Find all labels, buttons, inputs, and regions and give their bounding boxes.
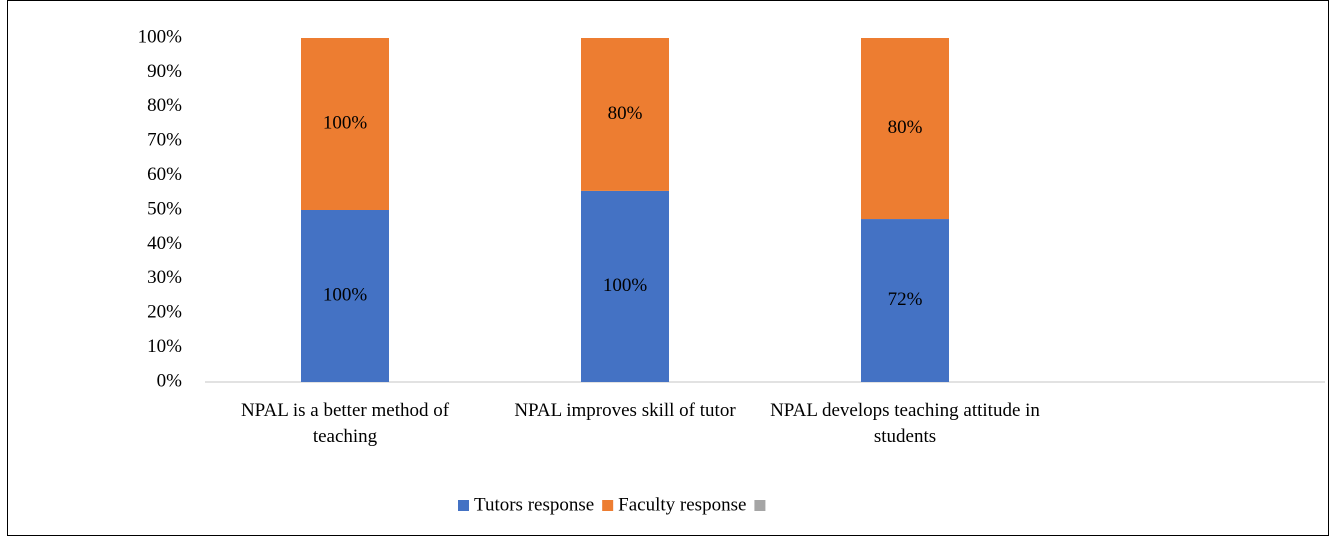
bar-segment bbox=[861, 38, 949, 220]
x-tick-label: NPAL develops teaching attitude in studen… bbox=[770, 400, 1040, 447]
y-tick-label: 20% bbox=[147, 302, 182, 323]
y-tick-label: 60% bbox=[147, 164, 182, 185]
legend-label: Faculty response bbox=[618, 494, 746, 515]
bar-segment bbox=[861, 219, 949, 382]
y-tick-label: 10% bbox=[147, 336, 182, 357]
y-tick-label: 90% bbox=[147, 61, 182, 82]
x-tick-label: NPAL is a better method of teaching bbox=[241, 400, 450, 447]
y-tick-label: 100% bbox=[138, 26, 183, 47]
legend-swatch bbox=[458, 500, 469, 511]
legend-swatch bbox=[754, 500, 766, 511]
y-tick-label: 0% bbox=[157, 370, 183, 391]
bar-segment bbox=[301, 210, 389, 382]
y-tick-label: 30% bbox=[147, 267, 182, 288]
data-label: 80% bbox=[888, 117, 923, 138]
data-label: 100% bbox=[323, 284, 368, 305]
bar-segment bbox=[581, 38, 669, 191]
bar-segment bbox=[581, 190, 669, 382]
y-tick-label: 80% bbox=[147, 95, 182, 116]
legend-label: Tutors response bbox=[474, 494, 594, 515]
data-label: 100% bbox=[323, 112, 368, 133]
legend-swatch bbox=[602, 500, 614, 511]
data-label: 100% bbox=[603, 275, 648, 296]
data-label: 80% bbox=[608, 103, 643, 124]
x-tick-label: NPAL improves skill of tutor bbox=[514, 400, 736, 421]
y-tick-label: 50% bbox=[147, 198, 182, 219]
y-tick-label: 40% bbox=[147, 233, 182, 254]
bar-segment bbox=[301, 38, 389, 210]
data-label: 72% bbox=[888, 289, 923, 310]
y-tick-label: 70% bbox=[147, 130, 182, 151]
